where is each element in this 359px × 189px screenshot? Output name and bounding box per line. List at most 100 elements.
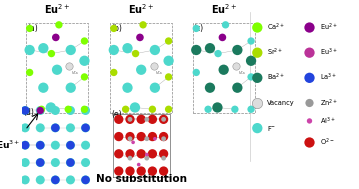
Point <box>67 161 73 164</box>
Point <box>111 48 117 51</box>
Point <box>37 144 43 147</box>
Point <box>83 161 88 164</box>
Point <box>22 109 28 112</box>
Point <box>116 152 122 155</box>
Point <box>52 144 58 147</box>
Point <box>205 108 211 111</box>
Point <box>232 108 238 111</box>
Point <box>161 170 167 173</box>
Text: $V_\mathrm{Ca}$: $V_\mathrm{Ca}$ <box>155 69 163 77</box>
Point <box>233 65 239 68</box>
Point <box>52 109 58 112</box>
Point <box>67 109 73 112</box>
Point <box>68 48 74 51</box>
Point <box>255 127 260 130</box>
Text: Eu$^{3+}$: Eu$^{3+}$ <box>320 47 337 58</box>
Point <box>151 65 157 68</box>
Point <box>255 101 260 105</box>
Point <box>67 65 73 68</box>
Point <box>307 119 312 122</box>
Point <box>83 109 88 112</box>
Point <box>215 106 220 109</box>
Point <box>161 135 167 138</box>
Point <box>22 144 28 147</box>
Point <box>37 161 43 164</box>
Point <box>194 71 199 74</box>
Text: Vacancy: Vacancy <box>267 100 295 106</box>
Text: Eu$^{2+}$: Eu$^{2+}$ <box>128 2 154 16</box>
Point <box>150 135 155 138</box>
Point <box>127 118 133 121</box>
Point <box>140 23 146 26</box>
Point <box>116 135 122 138</box>
Point <box>166 75 172 78</box>
Text: No substitution: No substitution <box>96 174 187 184</box>
Point <box>83 178 88 181</box>
Point <box>138 152 144 155</box>
Point <box>307 51 312 54</box>
Point <box>132 106 138 109</box>
Point <box>27 71 33 74</box>
Point <box>116 170 122 173</box>
Point <box>161 152 167 155</box>
Text: (c): (c) <box>194 24 204 33</box>
Point <box>65 108 71 111</box>
Point <box>144 153 150 156</box>
Point <box>194 27 199 30</box>
Point <box>53 36 59 39</box>
Point <box>150 152 155 155</box>
Point <box>52 126 58 129</box>
Point <box>221 68 227 71</box>
Text: Al$^{3+}$: Al$^{3+}$ <box>320 115 335 127</box>
Point <box>54 68 60 71</box>
Point <box>81 59 87 62</box>
Text: $V_\mathrm{Ca}$: $V_\mathrm{Ca}$ <box>71 69 79 77</box>
Point <box>152 137 158 140</box>
Point <box>138 170 144 173</box>
Point <box>248 75 254 78</box>
Point <box>125 86 130 89</box>
Point <box>68 86 74 89</box>
Point <box>22 144 28 147</box>
Text: (a): (a) <box>27 24 38 33</box>
Point <box>22 126 28 129</box>
Point <box>215 52 221 55</box>
Point <box>37 178 43 181</box>
Text: Ca$^{2+}$: Ca$^{2+}$ <box>267 22 285 33</box>
Text: (b): (b) <box>111 24 122 33</box>
Point <box>52 178 58 181</box>
Point <box>83 126 88 129</box>
Point <box>166 40 172 43</box>
Point <box>234 48 240 51</box>
Point <box>52 126 58 129</box>
Point <box>152 86 158 89</box>
Point <box>152 48 158 51</box>
Text: Eu$^{3+}$: Eu$^{3+}$ <box>0 139 21 151</box>
Point <box>127 135 133 138</box>
Text: (e): (e) <box>111 110 122 119</box>
Text: F$^{-}$: F$^{-}$ <box>267 124 277 133</box>
Point <box>207 47 213 50</box>
Point <box>41 47 46 50</box>
Point <box>22 109 28 112</box>
Text: (d): (d) <box>24 108 34 117</box>
Point <box>137 36 143 39</box>
Text: O$^{2-}$: O$^{2-}$ <box>320 137 334 148</box>
Point <box>150 118 155 121</box>
Point <box>138 68 144 71</box>
Point <box>307 26 312 29</box>
Point <box>52 178 58 181</box>
Point <box>67 144 73 147</box>
Point <box>125 47 130 50</box>
Point <box>81 108 87 111</box>
Point <box>81 40 87 43</box>
Text: Eu$^{2+}$: Eu$^{2+}$ <box>210 2 237 16</box>
Point <box>22 161 28 164</box>
Text: Sr$^{2+}$: Sr$^{2+}$ <box>267 47 284 58</box>
Point <box>130 141 136 144</box>
Point <box>307 141 312 144</box>
Point <box>136 163 141 166</box>
Point <box>166 108 172 111</box>
Point <box>37 109 43 112</box>
Point <box>307 101 312 105</box>
